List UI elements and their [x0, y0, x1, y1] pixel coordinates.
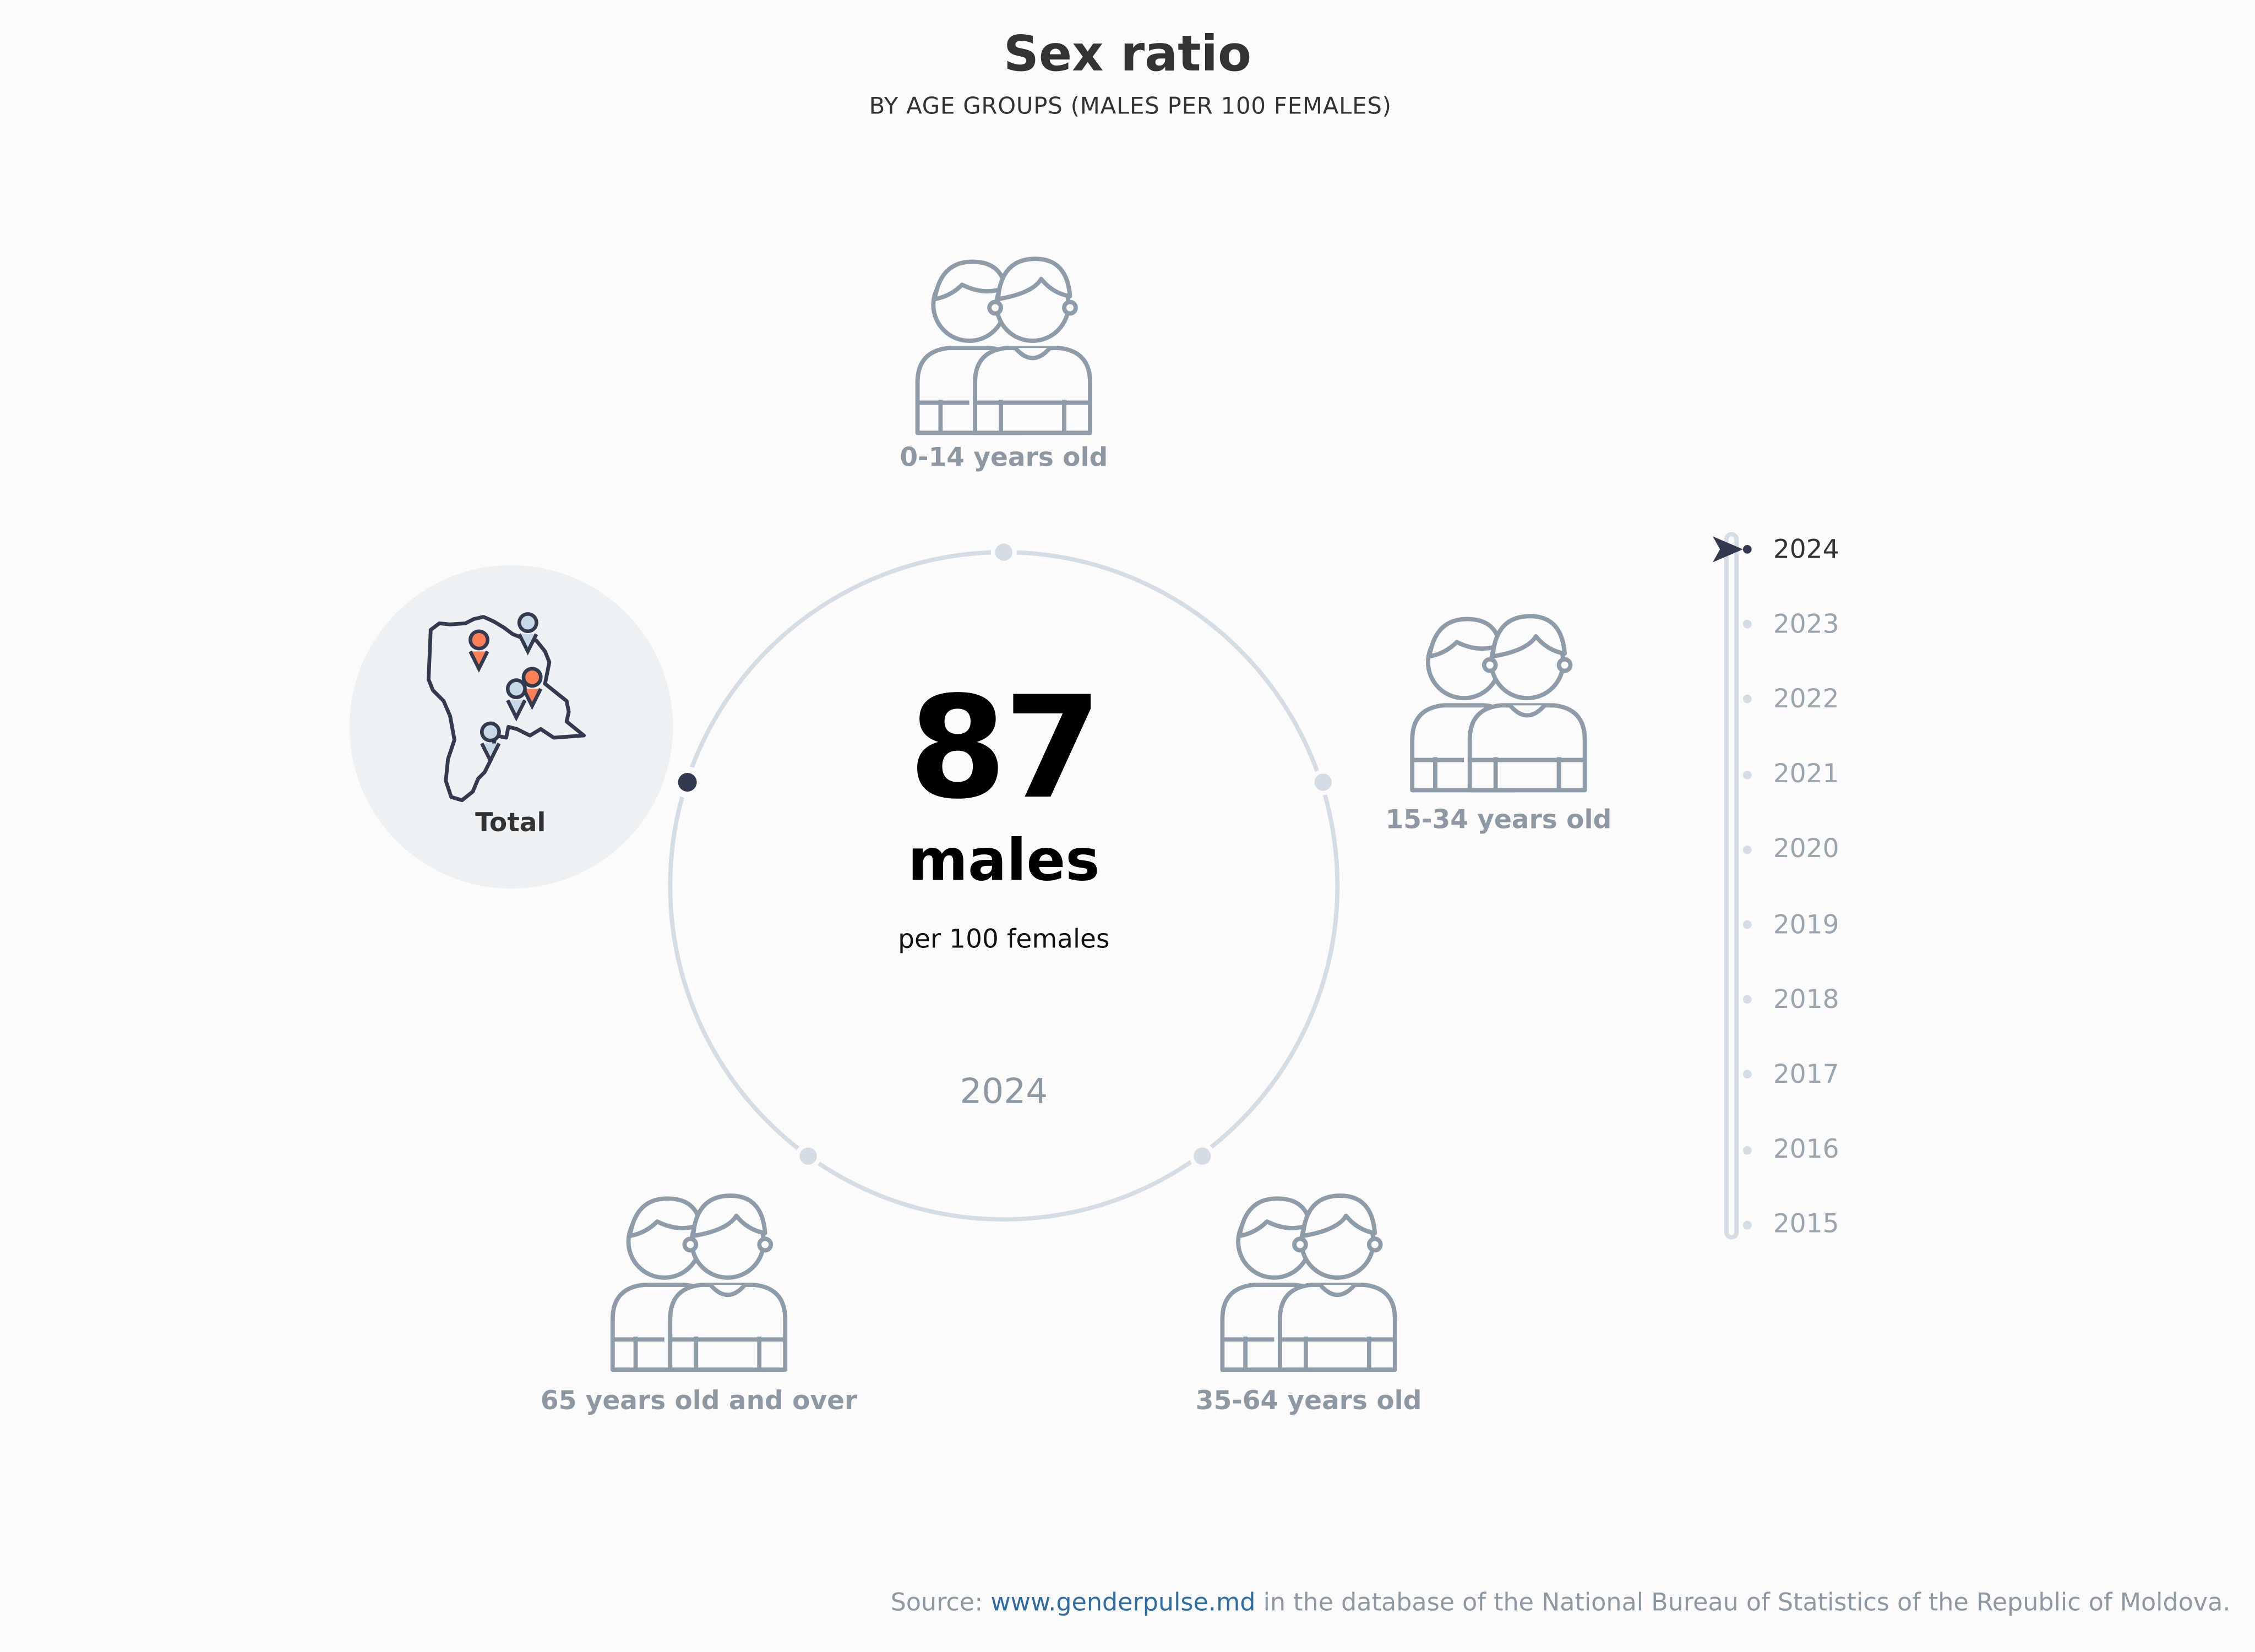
year-label: 2017: [1773, 1059, 1839, 1090]
year-dot: [1742, 1070, 1752, 1079]
year-label: 2022: [1773, 684, 1839, 715]
group-0-14[interactable]: 0-14 years old: [900, 256, 1108, 486]
young-adults-pair-icon: [1407, 611, 1594, 795]
ring-dot-35-64[interactable]: [1194, 1147, 1211, 1165]
source-prefix: Source:: [890, 1589, 983, 1618]
ring-dot-0-14[interactable]: [995, 543, 1012, 561]
ratio-per-label: per 100 females: [898, 924, 1110, 955]
year-item-2022[interactable]: 2022: [1742, 684, 1839, 715]
group-total[interactable]: Total: [349, 565, 673, 889]
ratio-unit: males: [908, 828, 1100, 895]
source-suffix: in the database of the National Bureau o…: [1263, 1589, 2231, 1618]
ring-dot-15-34[interactable]: [1314, 773, 1332, 791]
page-title: Sex ratio: [1003, 26, 1252, 84]
group-65-plus[interactable]: 65 years old and over: [541, 1191, 857, 1421]
group-15-34[interactable]: 15-34 years old: [1386, 611, 1611, 841]
year-dot: [1742, 995, 1752, 1004]
year-label: 2021: [1773, 759, 1839, 790]
year-dot: [1742, 545, 1752, 554]
year-item-2015[interactable]: 2015: [1742, 1209, 1839, 1240]
year-label: 2023: [1773, 609, 1839, 640]
group-label-15-34: 15-34 years old: [1385, 805, 1612, 836]
ratio-value: 87: [908, 667, 1102, 831]
year-dot: [1742, 920, 1752, 929]
children-pair-icon: [912, 256, 1099, 436]
year-item-2017[interactable]: 2017: [1742, 1059, 1839, 1090]
group-label-65-plus: 65 years old and over: [540, 1386, 858, 1417]
elderly-pair-icon: [607, 1191, 794, 1375]
ring-dot-65-plus[interactable]: [799, 1147, 817, 1165]
source-link[interactable]: www.genderpulse.md: [990, 1589, 1256, 1618]
year-label: 2020: [1773, 834, 1839, 865]
year-item-2019[interactable]: 2019: [1742, 909, 1839, 940]
group-label-total: Total: [475, 808, 546, 838]
year-dot: [1742, 620, 1752, 629]
year-pointer-arrow-icon[interactable]: [1712, 535, 1746, 564]
year-item-2018[interactable]: 2018: [1742, 984, 1839, 1015]
year-dot: [1742, 845, 1752, 854]
group-label-0-14: 0-14 years old: [900, 443, 1108, 473]
moldova-map-icon: [427, 612, 586, 803]
year-label: 2015: [1773, 1209, 1839, 1240]
group-label-35-64: 35-64 years old: [1195, 1386, 1422, 1417]
year-slider-track[interactable]: [1724, 532, 1739, 1240]
year-item-2016[interactable]: 2016: [1742, 1135, 1839, 1165]
year-label: 2018: [1773, 984, 1839, 1015]
year-label: 2016: [1773, 1135, 1839, 1165]
ring-dot-total-active[interactable]: [678, 773, 697, 792]
year-item-2023[interactable]: 2023: [1742, 609, 1839, 640]
year-dot: [1742, 770, 1752, 779]
year-item-2021[interactable]: 2021: [1742, 759, 1839, 790]
center-year: 2024: [960, 1071, 1048, 1112]
year-label: 2024: [1773, 534, 1839, 565]
page-subtitle: BY AGE GROUPS (MALES PER 100 FEMALES): [869, 92, 1392, 119]
year-dot: [1742, 695, 1752, 704]
year-item-2020[interactable]: 2020: [1742, 834, 1839, 865]
year-item-2024[interactable]: 2024: [1742, 534, 1839, 565]
group-35-64[interactable]: 35-64 years old: [1196, 1191, 1421, 1421]
year-dot: [1742, 1145, 1752, 1154]
year-label: 2019: [1773, 909, 1839, 940]
source-note: Source: www.genderpulse.md in the databa…: [891, 1589, 2231, 1617]
year-dot: [1742, 1220, 1752, 1229]
adults-pair-icon: [1217, 1191, 1404, 1375]
